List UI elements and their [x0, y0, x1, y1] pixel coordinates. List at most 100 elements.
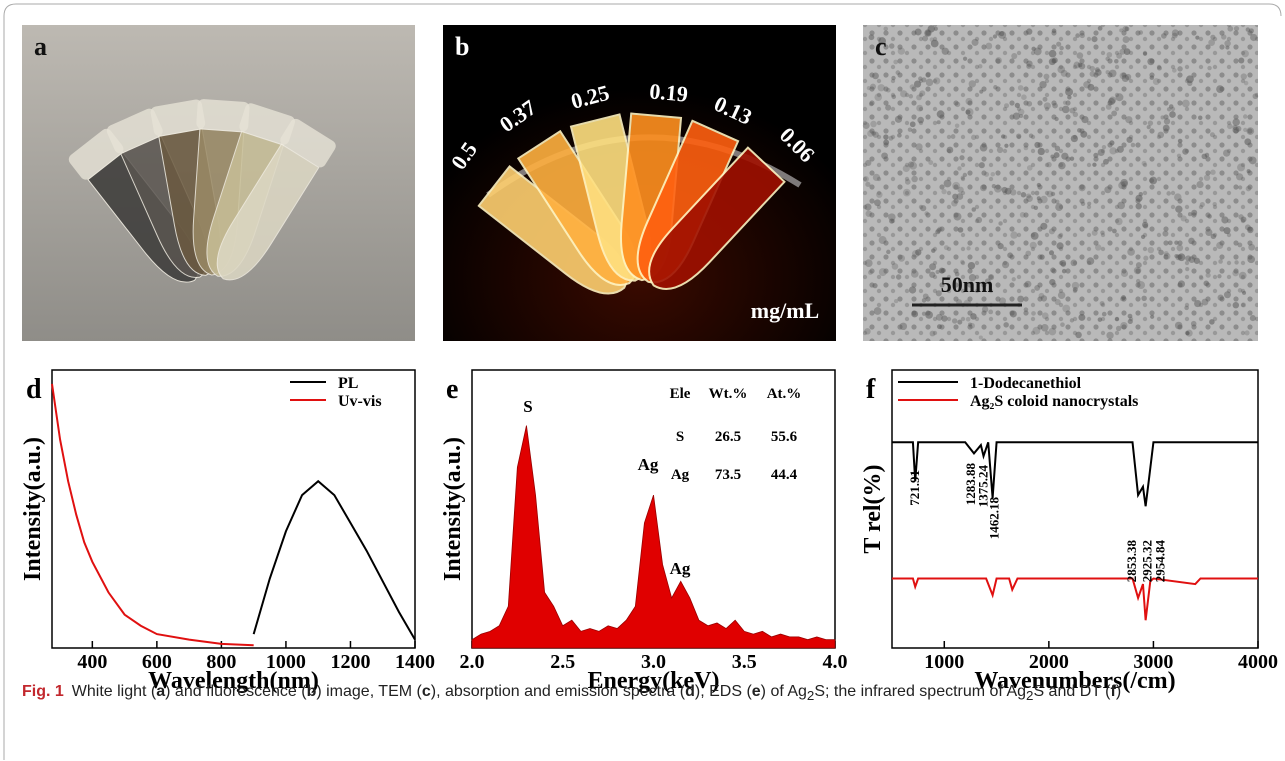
particle [1234, 26, 1239, 31]
particle [1070, 156, 1074, 160]
particle [909, 94, 913, 98]
particle [870, 121, 876, 127]
particle [871, 131, 876, 136]
caption-text: a [156, 683, 165, 700]
particle [872, 72, 879, 79]
axes-frame [892, 370, 1258, 648]
particle [1002, 261, 1009, 268]
particle [1233, 302, 1239, 308]
particle [1221, 216, 1228, 223]
particle [1150, 75, 1155, 80]
caption-text: ) [1116, 683, 1121, 700]
legend-label: Ag₂S coloid nanocrystals [970, 393, 1138, 410]
particle [873, 174, 880, 181]
panel-letter: d [26, 374, 42, 405]
particle [1109, 147, 1116, 154]
particle [1177, 154, 1181, 158]
y-axis-label: Intensity(a.u.) [20, 437, 46, 581]
particle [895, 116, 902, 123]
peak-annotation: Ag [638, 455, 659, 474]
particle [1253, 93, 1259, 99]
particle [1158, 250, 1164, 256]
particle [952, 182, 960, 190]
particle [863, 176, 869, 182]
particle [1075, 332, 1082, 339]
particle [966, 246, 970, 250]
particle [898, 47, 905, 54]
particle [1093, 153, 1098, 158]
particle [1007, 252, 1013, 258]
particle [1058, 292, 1065, 299]
particle [886, 250, 890, 254]
particle [994, 185, 1002, 193]
particle [1088, 84, 1095, 91]
particle [1122, 26, 1128, 32]
particle [1142, 161, 1147, 166]
particle [866, 210, 872, 216]
particle [1080, 131, 1087, 138]
particle [908, 161, 914, 167]
particle [1237, 163, 1245, 171]
particle [926, 72, 931, 77]
particle [1073, 287, 1078, 292]
particle [1242, 50, 1249, 57]
particle [1037, 196, 1041, 200]
particle [911, 176, 917, 182]
particle [999, 297, 1006, 304]
particle [1062, 305, 1070, 313]
line [254, 481, 415, 639]
scale-bar-label: 50nm [941, 272, 994, 297]
caption-text: ), EDS ( [695, 683, 752, 700]
particle [1106, 70, 1110, 74]
particle [1232, 270, 1238, 276]
particle [1242, 291, 1246, 295]
particle [876, 191, 882, 197]
particle [1224, 227, 1231, 234]
particle [1054, 117, 1058, 121]
particle [991, 172, 996, 177]
particle [997, 147, 1003, 153]
particle [1175, 322, 1182, 329]
particle [1032, 327, 1040, 335]
panel-letter: a [34, 32, 47, 61]
x-tick-label: 4.0 [823, 651, 848, 673]
particle [1213, 202, 1217, 206]
particle [1052, 29, 1057, 34]
particle [933, 77, 940, 84]
particle [1186, 331, 1190, 335]
y-axis-label: Intensity(a.u.) [440, 437, 466, 581]
particle [911, 270, 919, 278]
particle [1077, 128, 1082, 133]
particle [1025, 281, 1032, 288]
particle [1164, 251, 1169, 256]
particle [970, 313, 977, 320]
particle [1200, 202, 1205, 207]
x-tick-label: 1200 [330, 651, 370, 673]
particle [878, 84, 885, 91]
particle [1210, 35, 1215, 40]
particle [1049, 328, 1057, 336]
particle [1245, 330, 1250, 335]
particle [1241, 216, 1247, 222]
particle [1091, 36, 1097, 42]
particle [1090, 66, 1096, 72]
particle [872, 283, 877, 288]
particle [1049, 279, 1055, 285]
particle [1055, 299, 1061, 305]
particle [971, 135, 976, 140]
particle [1112, 229, 1117, 234]
particle [1034, 206, 1038, 210]
panel-letter: e [446, 374, 458, 405]
particle [1232, 125, 1237, 130]
particle [1087, 257, 1095, 265]
particle [1018, 85, 1024, 91]
particle [1062, 106, 1070, 114]
particle [993, 85, 997, 89]
legend-label: Uv-vis [338, 393, 382, 410]
particle [869, 102, 873, 106]
particle [1227, 124, 1233, 130]
particle [1087, 202, 1091, 206]
particle [1121, 270, 1128, 277]
particle [998, 221, 1002, 225]
particle [1026, 193, 1031, 198]
